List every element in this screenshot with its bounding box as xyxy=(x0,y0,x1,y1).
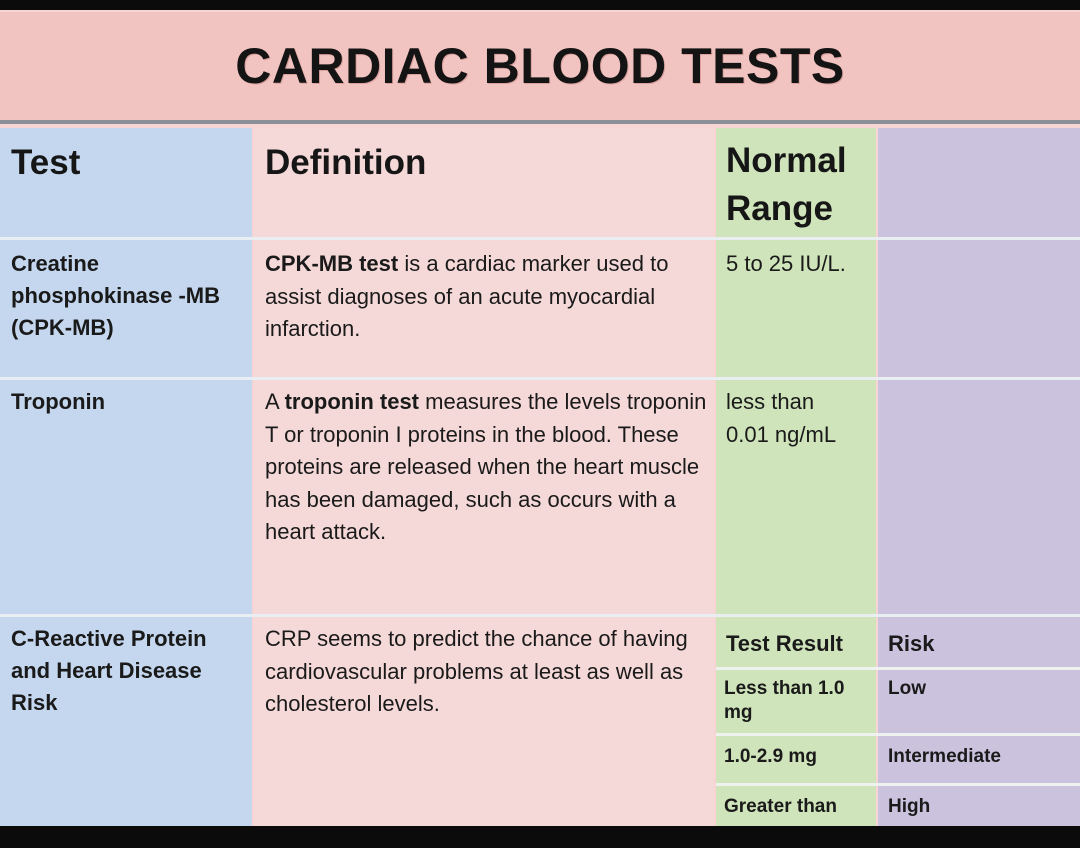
table-row-test-name: C-Reactive Protein and Heart Disease Ris… xyxy=(11,623,249,719)
table-row-definition: A troponin test measures the levels trop… xyxy=(265,386,709,549)
header-normal-range: Normal Range xyxy=(726,140,847,230)
title-banner: CARDIAC BLOOD TESTS xyxy=(0,12,1080,124)
test-column xyxy=(0,128,252,826)
definition-text: is a cardiac marker used to assist diagn… xyxy=(265,251,669,341)
crp-risk-value: High xyxy=(888,796,931,817)
header-definition: Definition xyxy=(265,143,427,182)
range-line: less than xyxy=(726,389,815,414)
crp-result-value: Less than 1.0 mg xyxy=(724,678,845,723)
crp-header-test-result: Test Result xyxy=(726,631,843,656)
row-separator xyxy=(0,614,1080,617)
test-name-line: Creatine xyxy=(11,251,100,276)
header-normal-range-line1: Normal xyxy=(726,141,847,180)
test-name-line: Risk xyxy=(11,690,58,715)
table-row-definition: CRP seems to predict the chance of havin… xyxy=(265,626,688,716)
crp-result-value: 1.0-2.9 mg xyxy=(724,746,817,767)
crp-header-risk: Risk xyxy=(888,631,935,656)
range-line: 0.01 ng/mL xyxy=(726,421,837,447)
table-row-normal-range: 5 to 25 IU/L. xyxy=(726,251,846,276)
table-row-test-name: Troponin xyxy=(11,386,249,418)
crp-row-separator xyxy=(716,783,1080,786)
test-name-line: and Heart Disease xyxy=(11,658,202,683)
crp-result-value: Greater than xyxy=(724,796,837,817)
test-name-line: (CPK-MB) xyxy=(11,315,114,340)
crp-row-separator xyxy=(716,733,1080,736)
risk-column xyxy=(878,128,1080,826)
definition-text: measures the levels troponin T or tropon… xyxy=(265,389,707,544)
definition-bold-term: CPK-MB test xyxy=(265,251,399,276)
definition-bold-term: troponin test xyxy=(284,389,420,414)
normal-range-column xyxy=(716,128,876,826)
definition-column xyxy=(254,128,714,826)
table-row-definition: CPK-MB test is a cardiac marker used to … xyxy=(265,248,709,346)
row-separator xyxy=(0,377,1080,380)
table-row-normal-range: less than 0.01 ng/mL xyxy=(726,386,876,451)
top-border xyxy=(0,0,1080,12)
crp-risk-value: Low xyxy=(888,678,926,699)
crp-row-separator xyxy=(716,667,1080,670)
bottom-border xyxy=(0,826,1080,848)
definition-text: A xyxy=(265,389,285,414)
row-separator xyxy=(0,237,1080,240)
table-row-test-name: Creatine phosphokinase -MB (CPK-MB) xyxy=(11,248,249,344)
header-normal-range-line2: Range xyxy=(726,189,833,228)
page-title: CARDIAC BLOOD TESTS xyxy=(235,38,845,94)
crp-risk-value: Intermediate xyxy=(888,746,1001,767)
test-name-line: Troponin xyxy=(11,389,106,414)
header-test: Test xyxy=(11,143,81,182)
test-name-line: C-Reactive Protein xyxy=(11,626,207,651)
test-name-line: phosphokinase -MB xyxy=(11,283,221,308)
